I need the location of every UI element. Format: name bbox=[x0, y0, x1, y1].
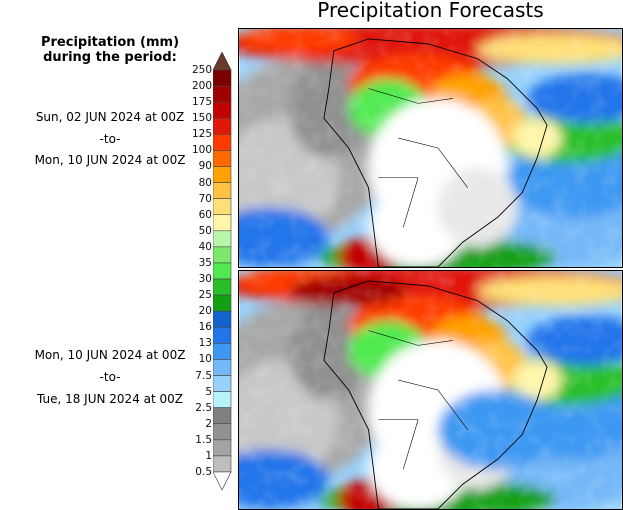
colorbar-tick-label: 35 bbox=[198, 256, 212, 269]
south-america-coastline bbox=[323, 38, 548, 267]
texture bbox=[239, 29, 622, 267]
colorbar-swatch bbox=[213, 423, 232, 441]
colorbar-tick-label: 7.5 bbox=[195, 369, 212, 382]
colorbar-swatch bbox=[213, 439, 232, 457]
period1-start: Sun, 02 JUN 2024 at 00Z bbox=[35, 110, 185, 124]
colorbar-tick-label: 5 bbox=[205, 385, 212, 398]
colorbar-swatch bbox=[213, 230, 232, 248]
colorbar-tick-label: 100 bbox=[191, 144, 212, 157]
colorbar-tick-label: 0.5 bbox=[195, 466, 212, 478]
colorbar-swatch bbox=[213, 359, 232, 376]
colorbar-tick-label: 175 bbox=[191, 96, 212, 109]
colorbar-tick-label: 150 bbox=[191, 112, 212, 125]
colorbar-tick-label: 125 bbox=[191, 128, 212, 141]
colorbar-swatch bbox=[213, 375, 232, 392]
colorbar-tick-label: 250 bbox=[191, 64, 212, 76]
colorbar-swatch bbox=[213, 262, 232, 280]
colorbar-tick-label: 2 bbox=[205, 417, 212, 430]
colorbar-tick-label: 10 bbox=[198, 353, 212, 366]
colorbar-tick-label: 25 bbox=[198, 289, 212, 302]
legend-header: Precipitation (mm) during the period: bbox=[0, 35, 220, 65]
colorbar-tick-label: 200 bbox=[191, 80, 212, 93]
period2-end: Tue, 18 JUN 2024 at 00Z bbox=[36, 392, 184, 406]
colorbar-tick-label: 30 bbox=[198, 273, 212, 286]
colorbar-swatch bbox=[213, 182, 232, 199]
colorbar-swatch bbox=[213, 198, 232, 216]
colorbar-tick-label: 60 bbox=[198, 208, 212, 221]
country-borders bbox=[368, 88, 468, 228]
colorbar-swatch bbox=[213, 278, 232, 296]
colorbar-swatch bbox=[213, 214, 232, 232]
map-period-1 bbox=[238, 28, 623, 268]
colorbar-swatch bbox=[213, 85, 232, 103]
period1-sep: -to- bbox=[99, 132, 121, 146]
colorbar-swatch bbox=[213, 326, 232, 344]
colorbar-swatch bbox=[213, 69, 232, 87]
colorbar-swatch bbox=[213, 150, 232, 167]
colorbar-over-triangle bbox=[213, 52, 232, 71]
legend-header-line2: during the period: bbox=[43, 50, 177, 65]
colorbar-swatch bbox=[213, 455, 232, 473]
colorbar-swatch bbox=[213, 391, 232, 408]
chart-title: Precipitation Forecasts bbox=[317, 0, 544, 22]
colorbar-tick-label: 50 bbox=[198, 224, 212, 237]
colorbar-swatch bbox=[213, 101, 232, 119]
colorbar-tick-label: 90 bbox=[198, 160, 212, 173]
colorbar-tick-label: 80 bbox=[198, 176, 212, 189]
period2-start: Mon, 10 JUN 2024 at 00Z bbox=[34, 348, 186, 362]
south-america-coastline bbox=[323, 280, 548, 509]
colorbar-tick-label: 2.5 bbox=[195, 401, 212, 414]
colorbar-tick-label: 16 bbox=[198, 321, 212, 334]
colorbar-swatch bbox=[213, 134, 232, 151]
texture bbox=[239, 271, 622, 509]
colorbar-swatch bbox=[213, 343, 232, 360]
colorbar-tick-label: 20 bbox=[198, 305, 212, 318]
colorbar-swatch bbox=[213, 407, 232, 425]
colorbar bbox=[213, 52, 232, 491]
colorbar-tick-label: 40 bbox=[198, 240, 212, 253]
colorbar-tick-label: 70 bbox=[198, 192, 212, 205]
colorbar-swatch bbox=[213, 310, 232, 328]
colorbar-swatch bbox=[213, 117, 232, 135]
colorbar-swatch bbox=[213, 246, 232, 264]
colorbar-swatch bbox=[213, 294, 232, 312]
colorbar-tick-label: 13 bbox=[198, 337, 212, 350]
colorbar-under-triangle bbox=[213, 471, 232, 491]
period1-end: Mon, 10 JUN 2024 at 00Z bbox=[34, 153, 186, 167]
colorbar-tick-label: 1.5 bbox=[195, 433, 212, 446]
legend-header-line1: Precipitation (mm) bbox=[40, 35, 180, 50]
period2-sep: -to- bbox=[99, 370, 121, 384]
colorbar-tick-label: 1 bbox=[205, 449, 212, 462]
colorbar-swatch bbox=[213, 166, 232, 183]
country-borders bbox=[368, 330, 468, 470]
map-period-2 bbox=[238, 270, 623, 510]
